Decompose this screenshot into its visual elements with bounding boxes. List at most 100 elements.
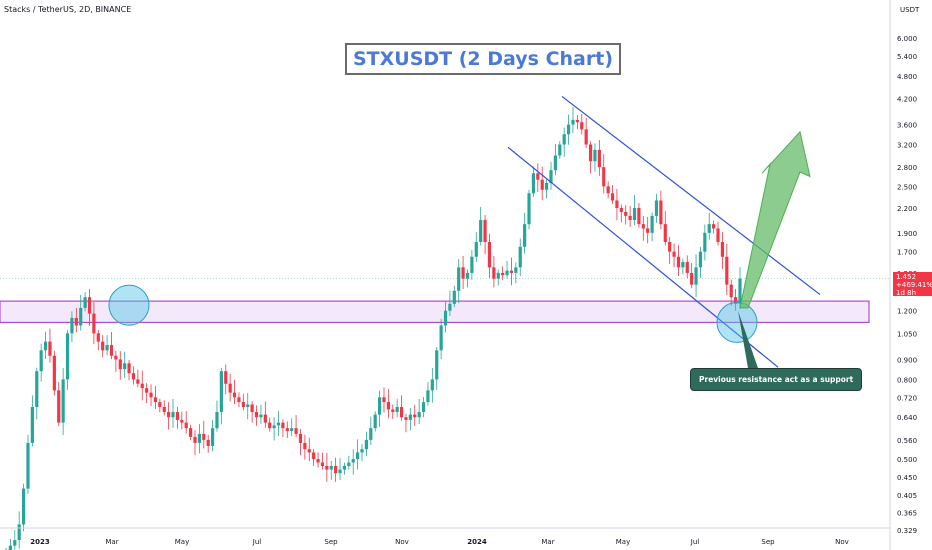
candle-body: [540, 179, 544, 190]
candle-body: [171, 412, 175, 418]
candle-128: [566, 114, 571, 145]
candle-47: [210, 419, 215, 452]
candle-body: [641, 224, 645, 229]
candle-6: [30, 395, 34, 447]
candle-body: [624, 211, 628, 216]
candle-body: [8, 545, 12, 550]
candle-body: [131, 373, 136, 380]
chart-title: STXUSDT (2 Days Chart): [345, 43, 622, 75]
candle-body: [588, 144, 593, 162]
candle-39: [175, 407, 180, 429]
candle-95: [421, 397, 426, 418]
candle-body: [43, 341, 48, 351]
candle-body: [342, 465, 347, 470]
candle-141: [624, 205, 628, 225]
candle-163: [720, 232, 725, 270]
x-tick-label-10: Sep: [761, 538, 775, 546]
candle-120: [531, 166, 536, 197]
candle-body: [35, 371, 39, 407]
candle-body: [96, 333, 100, 342]
x-tick-label-8: May: [616, 538, 630, 546]
candle-99: [439, 318, 443, 360]
candle-36: [162, 400, 166, 416]
candle-body: [707, 224, 711, 233]
candle-body: [193, 436, 197, 443]
candle-76: [338, 458, 342, 481]
candle-body: [188, 428, 193, 437]
candle-72: [320, 452, 325, 470]
candle-body: [294, 428, 298, 434]
candle-15: [70, 311, 74, 343]
candle-68: [303, 434, 307, 460]
candle-28: [127, 359, 131, 381]
y-tick-label-5: 3.200: [897, 142, 917, 150]
candle-body: [197, 433, 201, 443]
candle-body: [153, 397, 158, 403]
candle-129: [571, 106, 575, 134]
candle-body: [575, 119, 579, 123]
x-tick-label-7: Mar: [541, 538, 554, 546]
candle-body: [26, 442, 30, 489]
y-tick-label-22: 0.365: [897, 509, 917, 517]
y-tick-label-9: 1.900: [897, 230, 917, 238]
candle-body: [399, 406, 404, 418]
candle-body: [698, 251, 703, 268]
channel-lower-line: [507, 146, 779, 368]
candle-60: [268, 417, 272, 432]
y-tick-label-18: 0.560: [897, 437, 917, 445]
candle-70: [312, 449, 316, 466]
candle-33: [149, 384, 153, 406]
candle-7: [35, 367, 39, 420]
candle-53: [237, 392, 241, 408]
candle-31: [140, 370, 144, 401]
candle-84: [373, 411, 377, 432]
candle-149: [659, 190, 663, 230]
candle-body: [109, 345, 114, 356]
candle-35: [158, 398, 162, 413]
candle-162: [716, 221, 720, 246]
x-tick-label-11: Nov: [835, 538, 849, 546]
candle-body: [492, 267, 496, 279]
candle-body: [553, 155, 558, 171]
candle-body: [57, 390, 61, 423]
x-tick-label-3: Jul: [252, 538, 262, 546]
candle-body: [276, 422, 281, 426]
candle-body: [232, 392, 237, 398]
candle-body: [729, 284, 733, 298]
candle-134: [593, 143, 597, 172]
candle-135: [597, 140, 601, 176]
candle-156: [690, 263, 694, 289]
candle-143: [632, 194, 637, 226]
y-tick-label-16: 0.720: [897, 394, 917, 402]
candle-body: [325, 465, 329, 470]
candle-82: [364, 431, 369, 457]
candle-49: [219, 367, 223, 425]
candle-83: [369, 416, 373, 446]
candle-138: [610, 185, 615, 204]
candle-115: [509, 257, 514, 286]
candle-93: [413, 404, 417, 426]
candle-body: [202, 433, 206, 440]
candle-body: [224, 371, 228, 384]
candle-58: [259, 404, 263, 425]
y-tick-label-19: 0.500: [897, 456, 917, 464]
candle-98: [435, 346, 439, 390]
candle-133: [588, 141, 593, 174]
candle-137: [606, 181, 610, 199]
channel-upper-line: [561, 95, 821, 296]
candle-body: [219, 371, 223, 413]
candle-body: [316, 459, 320, 463]
candle-25: [114, 350, 118, 372]
candle-body: [382, 397, 386, 403]
candle-147: [650, 212, 654, 242]
candle-body: [52, 355, 56, 391]
candle-32: [145, 383, 149, 404]
candle-71: [316, 452, 320, 468]
candle-body: [659, 200, 663, 225]
candle-161: [712, 220, 716, 234]
candle-body: [48, 341, 52, 356]
candle-24: [109, 332, 114, 360]
candle-166: [734, 288, 738, 311]
candle-body: [61, 379, 65, 423]
